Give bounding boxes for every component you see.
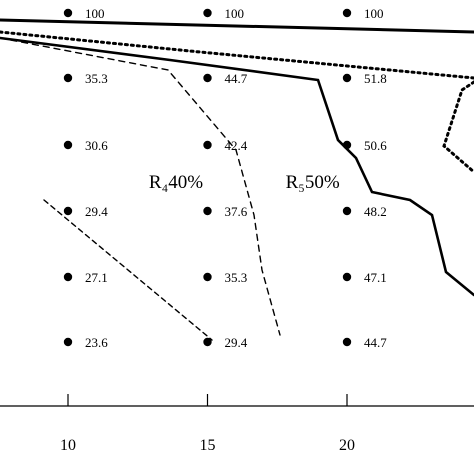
data-point — [342, 73, 352, 83]
region-label: R₅50% — [286, 172, 340, 193]
data-point — [63, 272, 73, 282]
data-point-label: 42.4 — [225, 138, 248, 153]
data-point-label: 44.7 — [364, 335, 387, 350]
data-point — [203, 272, 212, 282]
data-point-label: 47.1 — [364, 270, 387, 285]
region-label: R₄40% — [149, 172, 203, 193]
boundary-line-solid-r5 — [0, 36, 474, 297]
data-point — [63, 206, 73, 216]
boundary-line-dashed-short — [43, 199, 213, 341]
data-point-label: 29.4 — [85, 204, 108, 219]
data-points: 100 100 100 35.3 44.7 51.8 30.6 42.4 50.6 29.4 37.… — [63, 6, 387, 350]
data-point — [342, 337, 352, 347]
data-point-label: 100 — [225, 6, 245, 21]
boundary-line-dashed-r4 — [0, 37, 281, 336]
data-point-label: 35.3 — [85, 71, 108, 86]
data-point — [342, 8, 352, 18]
data-point-label: 100 — [364, 6, 384, 21]
data-point-label: 51.8 — [364, 71, 387, 86]
data-point — [63, 73, 73, 83]
x-tick-label: 20 — [339, 437, 355, 454]
data-point — [342, 272, 352, 282]
boundary-line-top-dotted — [0, 30, 474, 80]
boundary-line-top-solid — [0, 18, 474, 34]
data-point-label: 27.1 — [85, 270, 108, 285]
data-point — [203, 8, 212, 18]
data-point-label: 35.3 — [225, 270, 248, 285]
data-point — [63, 140, 73, 150]
data-point — [203, 73, 212, 83]
region-labels: %R₄40%R₅50% — [149, 172, 340, 193]
data-point — [342, 206, 352, 216]
data-point — [342, 140, 352, 150]
data-point — [63, 8, 73, 18]
data-point-label: 29.4 — [225, 335, 248, 350]
boundary-lines — [0, 18, 474, 341]
data-point-label: 50.6 — [364, 138, 387, 153]
data-point — [203, 206, 212, 216]
x-tick-label: 15 — [200, 437, 216, 454]
data-point — [203, 337, 212, 347]
boundary-line-dotted-right — [442, 80, 474, 174]
data-point-label: 37.6 — [225, 204, 248, 219]
data-point-label: 30.6 — [85, 138, 108, 153]
data-point-label: 44.7 — [225, 71, 248, 86]
data-point-label: 48.2 — [364, 204, 387, 219]
x-axis-ticks: 10 15 20 — [60, 394, 355, 454]
data-point — [203, 140, 212, 150]
data-point-label: 23.6 — [85, 335, 108, 350]
data-point-label: 100 — [85, 6, 105, 21]
data-point — [63, 337, 73, 347]
x-tick-label: 10 — [60, 437, 76, 454]
